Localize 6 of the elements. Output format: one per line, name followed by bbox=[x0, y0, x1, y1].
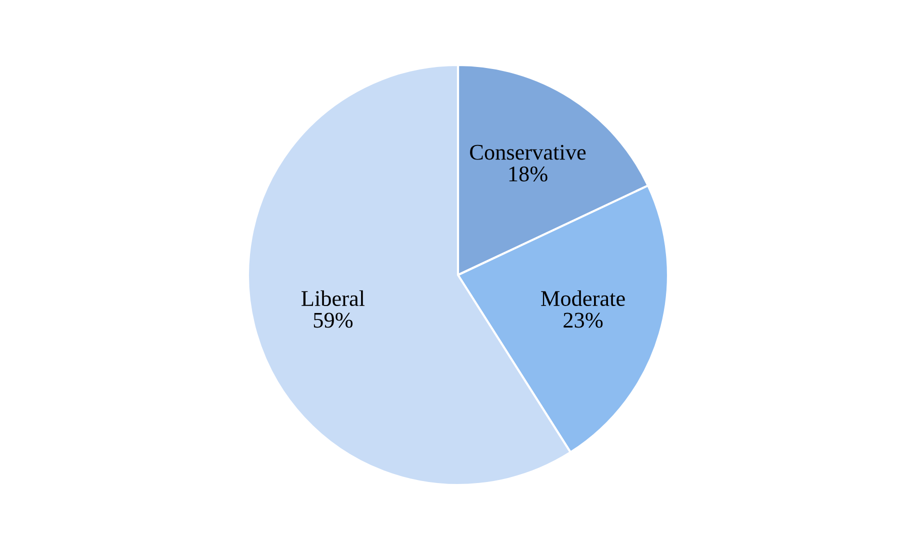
slice-label: Liberal bbox=[302, 290, 365, 306]
slice-label: Moderate bbox=[541, 290, 625, 306]
data-label: 59% bbox=[314, 312, 353, 328]
data-label: 18% bbox=[509, 166, 548, 182]
data-label: 23% bbox=[564, 312, 603, 328]
slice-label: Conservative bbox=[470, 144, 586, 160]
